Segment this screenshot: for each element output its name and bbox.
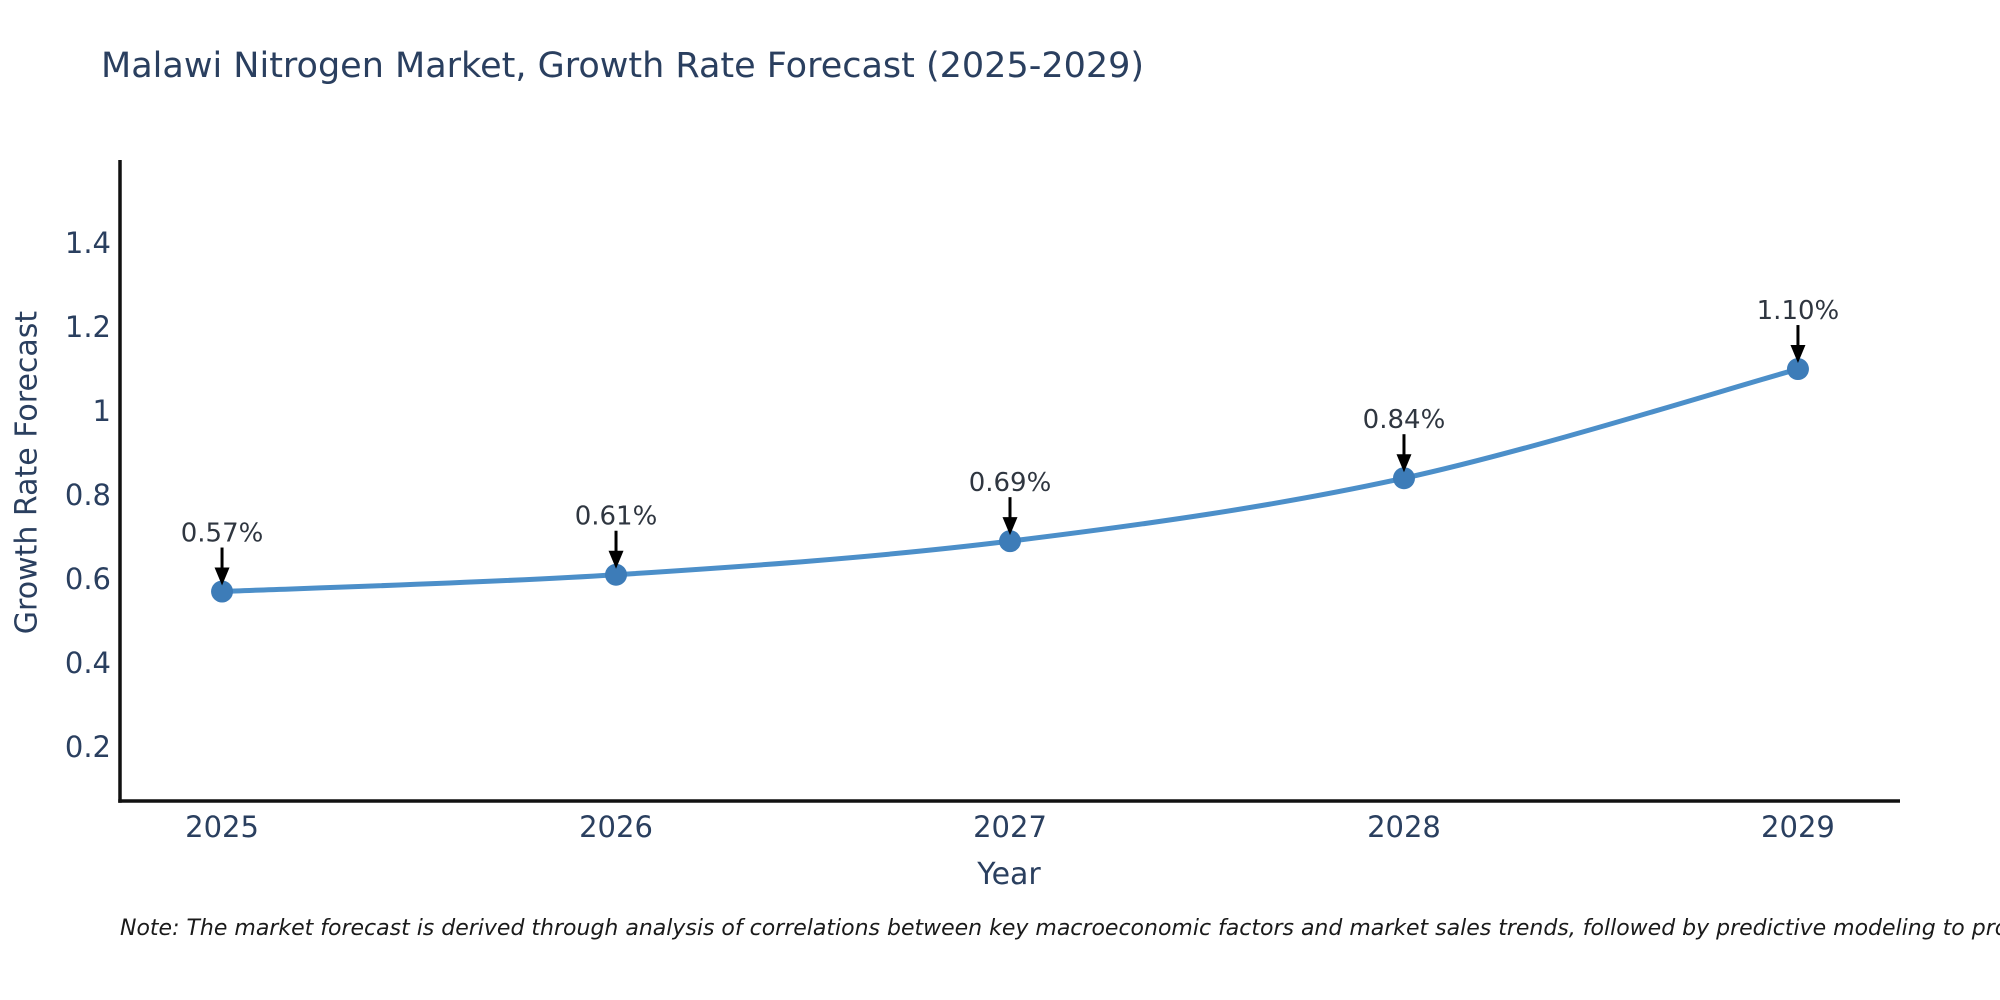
- data-point-2027: [999, 530, 1021, 553]
- data-label-2029: 1.10%: [1757, 296, 1840, 326]
- annotation-arrowhead: [214, 567, 230, 586]
- x-tick-label: 2026: [579, 810, 653, 844]
- x-tick-label: 2029: [1761, 810, 1835, 844]
- y-tick-label: 0.8: [65, 478, 111, 512]
- data-label-2028: 0.84%: [1363, 405, 1446, 435]
- footnote: Note: The market forecast is derived thr…: [120, 916, 2000, 941]
- annotation-arrowhead: [1396, 454, 1412, 473]
- x-axis-label: Year: [977, 857, 1041, 892]
- data-point-2028: [1392, 467, 1415, 490]
- data-point-2026: [605, 563, 628, 586]
- data-label-2025: 0.57%: [181, 519, 264, 549]
- x-tick-label: 2027: [973, 810, 1047, 844]
- annotation-arrowhead: [1002, 517, 1018, 536]
- annotation-arrowhead: [608, 550, 624, 569]
- data-point-2025: [211, 580, 234, 603]
- x-tick-label: 2028: [1367, 810, 1441, 844]
- y-tick-label: 1: [93, 394, 111, 428]
- data-label-2027: 0.69%: [969, 468, 1052, 498]
- y-tick-label: 1.4: [65, 226, 111, 260]
- data-point-2029: [1786, 358, 1809, 381]
- x-tick-label: 2025: [185, 810, 259, 844]
- chart-title: Malawi Nitrogen Market, Growth Rate Fore…: [101, 46, 1145, 86]
- data-label-2026: 0.61%: [575, 502, 658, 532]
- annotation-arrowhead: [1790, 345, 1806, 364]
- y-tick-label: 0.4: [65, 646, 111, 680]
- y-tick-label: 0.6: [65, 562, 111, 596]
- y-axis-label: Growth Rate Forecast: [9, 310, 45, 635]
- y-tick-label: 0.2: [65, 730, 111, 764]
- y-tick-label: 1.2: [65, 310, 111, 344]
